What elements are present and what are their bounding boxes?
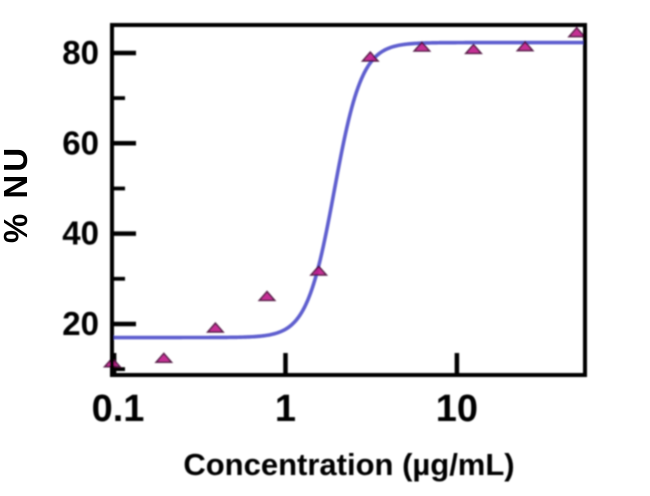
svg-text:Concentration (µg/mL): Concentration (µg/mL) <box>183 447 514 482</box>
svg-text:0.1: 0.1 <box>92 388 145 430</box>
svg-text:60: 60 <box>62 124 99 161</box>
svg-text:80: 80 <box>62 34 99 71</box>
svg-text:1: 1 <box>275 388 296 430</box>
svg-text:10: 10 <box>436 388 478 430</box>
svg-text:20: 20 <box>62 305 99 342</box>
svg-text:40: 40 <box>62 215 99 252</box>
